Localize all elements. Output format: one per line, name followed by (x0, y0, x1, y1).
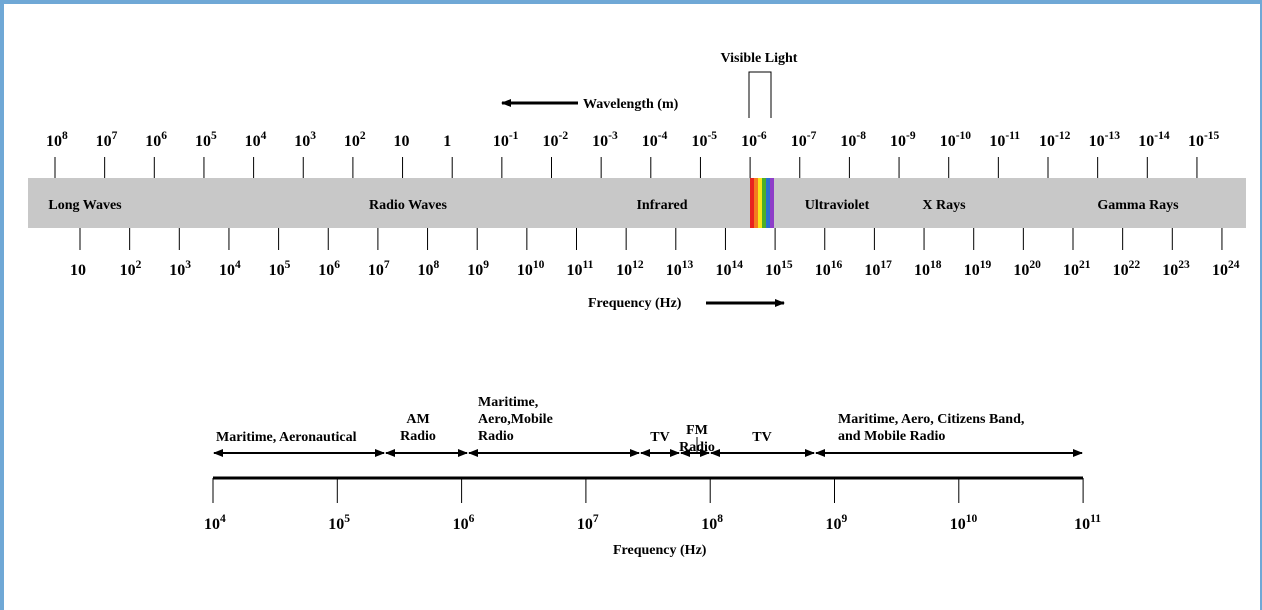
frequency-tick-label: 1017 (864, 259, 892, 279)
radio-tick-label: 1010 (950, 513, 978, 533)
frequency-tick-label: 1024 (1212, 259, 1240, 279)
frequency-tick-label: 107 (368, 259, 390, 279)
radio-band-label: TV (650, 430, 669, 445)
visible-color-band (754, 178, 758, 228)
radio-band-label: Maritime, Aeronautical (216, 430, 357, 445)
frequency-tick-label: 1019 (964, 259, 992, 279)
spectrum-regions: Long Waves Radio Waves Infrared Ultraviolet… (48, 198, 1179, 213)
radio-bands: Maritime, Aeronautical AM Radio Maritime, Ae… (213, 395, 1083, 457)
visible-color-band (762, 178, 766, 228)
frequency-tick-label: 1022 (1113, 259, 1141, 279)
visible-light-strip (750, 178, 774, 228)
radio-band-label: Maritime, Aero, Citizens Band, and Mobile… (838, 412, 1024, 444)
frequency-tick-label: 1015 (765, 259, 793, 279)
frequency-tick-label: 106 (318, 259, 340, 279)
wavelength-ticks: 108 107 106 105 104 103 102 10 1 10-1 10-2 10-3 10-4… (46, 130, 1220, 178)
region-label: Long Waves (48, 198, 122, 213)
wavelength-tick-label: 10-3 (592, 130, 618, 150)
wavelength-tick-label: 107 (96, 130, 118, 150)
wavelength-tick-label: 102 (344, 130, 366, 150)
wavelength-tick-label: 10 (394, 133, 410, 150)
frequency-tick-label: 10 (70, 262, 86, 279)
frequency-tick-label: 1012 (616, 259, 644, 279)
spectrum-bar (28, 178, 1246, 228)
visible-color-band (770, 178, 774, 228)
radio-tick-label: 104 (204, 513, 226, 533)
wavelength-tick-label: 10-7 (791, 130, 817, 150)
radio-tick-label: 106 (453, 513, 475, 533)
region-label: Gamma Rays (1097, 198, 1179, 213)
wavelength-tick-label: 10-2 (543, 130, 569, 150)
region-label: X Rays (922, 198, 966, 213)
wavelength-tick-label: 10-13 (1089, 130, 1121, 150)
wavelength-tick-label: 10-14 (1138, 130, 1170, 150)
radio-tick-label: 108 (701, 513, 723, 533)
frequency-tick-label: 1010 (517, 259, 545, 279)
wavelength-tick-label: 10-12 (1039, 130, 1071, 150)
region-label: Radio Waves (369, 198, 447, 213)
frequency-tick-label: 1014 (715, 259, 743, 279)
wavelength-tick-label: 10-4 (642, 130, 668, 150)
frequency-tick-label: 102 (120, 259, 142, 279)
radio-tick-label: 109 (826, 513, 848, 533)
frequency-tick-label: 1016 (815, 259, 843, 279)
wavelength-tick-label: 10-8 (840, 130, 866, 150)
region-label: Ultraviolet (805, 198, 870, 213)
radio-tick-label: 107 (577, 513, 599, 533)
frequency-tick-label: 1018 (914, 259, 942, 279)
wavelength-tick-label: 108 (46, 130, 68, 150)
visible-color-band (758, 178, 762, 228)
wavelength-tick-label: 10-6 (741, 130, 767, 150)
frequency-tick-label: 1011 (567, 259, 594, 279)
region-label: Infrared (636, 198, 687, 213)
frequency-tick-label: 108 (418, 259, 440, 279)
frequency-tick-label: 1021 (1063, 259, 1091, 279)
wavelength-label: Wavelength (m) (583, 97, 679, 112)
visible-color-band (750, 178, 754, 228)
radio-tick-label: 105 (328, 513, 350, 533)
frequency-label-top: Frequency (Hz) (588, 296, 682, 311)
wavelength-tick-label: 10-1 (493, 130, 519, 150)
frequency-tick-label: 103 (169, 259, 191, 279)
wavelength-tick-label: 105 (195, 130, 217, 150)
frequency-tick-label: 104 (219, 259, 241, 279)
wavelength-tick-label: 10-11 (989, 130, 1020, 150)
wavelength-tick-label: 10-10 (940, 130, 972, 150)
frequency-tick-label: 1023 (1162, 259, 1190, 279)
frequency-tick-label: 1020 (1013, 259, 1041, 279)
wavelength-tick-label: 104 (245, 130, 267, 150)
frequency-label-bottom: Frequency (Hz) (613, 543, 707, 558)
visible-light-bracket (748, 71, 772, 118)
frequency-tick-label: 105 (269, 259, 291, 279)
wavelength-tick-label: 10-9 (890, 130, 916, 150)
radio-band-label: Maritime, Aero,Mobile Radio (478, 395, 553, 444)
radio-axis-ticks: 104 105 106 107 108 109 1010 1011 (204, 478, 1101, 533)
radio-band-label: TV (752, 430, 771, 445)
radio-tick-label: 1011 (1074, 513, 1101, 533)
radio-band-label: AM Radio (400, 412, 436, 444)
visible-light-label: Visible Light (721, 51, 798, 66)
wavelength-tick-label: 10-5 (691, 130, 717, 150)
frequency-ticks: 10 102 103 104 105 106 107 108 109 1010 1011 1012 10… (70, 228, 1240, 279)
frequency-tick-label: 1013 (666, 259, 694, 279)
wavelength-tick-label: 1 (443, 133, 451, 150)
wavelength-tick-label: 103 (294, 130, 316, 150)
wavelength-tick-label: 106 (145, 130, 167, 150)
wavelength-tick-label: 10-15 (1188, 130, 1220, 150)
visible-color-band (766, 178, 770, 228)
frequency-tick-label: 109 (467, 259, 489, 279)
